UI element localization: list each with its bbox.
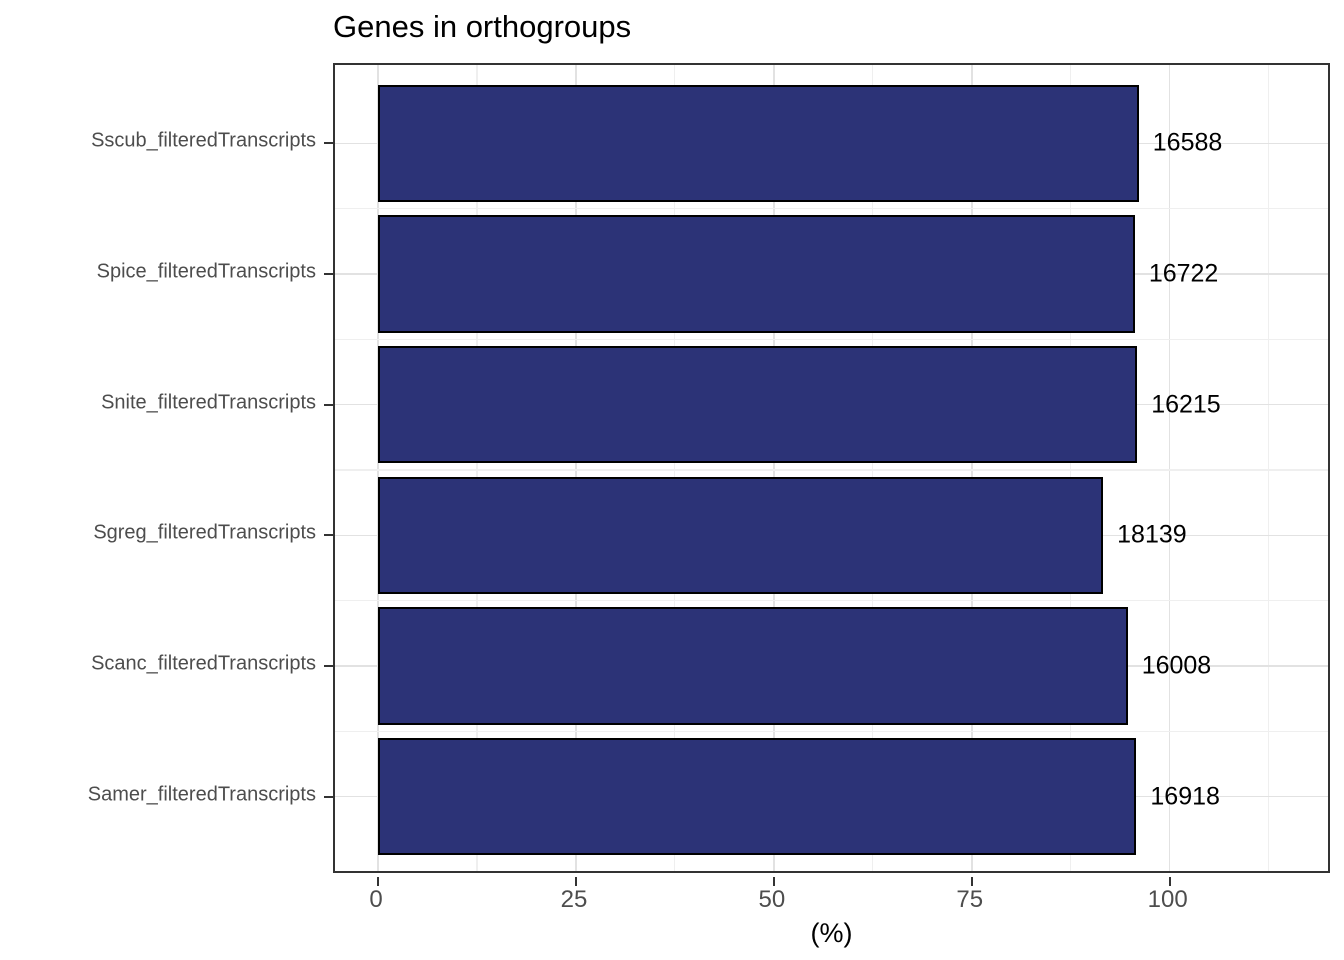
x-tick-label-0: 0 (369, 886, 383, 913)
bar-Sscub_filteredTranscripts (378, 84, 1139, 203)
x-axis-tick (377, 877, 380, 886)
y-tick-label-Samer_filteredTranscripts: Samer_filteredTranscripts (87, 783, 316, 806)
bar-value-label: 16588 (1152, 128, 1223, 157)
y-minor-gridline (335, 338, 1328, 340)
bar-value-label: 16722 (1148, 259, 1219, 288)
bar-Sgreg_filteredTranscripts (378, 476, 1104, 595)
bar-value-label: 16918 (1150, 782, 1220, 811)
y-tick-label-Scanc_filteredTranscripts: Scanc_filteredTranscripts (91, 652, 316, 675)
x-major-gridline (773, 65, 775, 871)
y-tick-label-Sgreg_filteredTranscripts: Sgreg_filteredTranscripts (93, 521, 316, 544)
bar-Spice_filteredTranscripts (378, 215, 1135, 333)
x-axis-tick (970, 877, 973, 886)
x-axis-title: (%) (810, 918, 853, 948)
plot-panel: 16588 16722 16215 18139 16008 16918 (324, 63, 1330, 886)
x-major-gridline (377, 65, 379, 871)
y-tick-label-Snite_filteredTranscripts: Snite_filteredTranscripts (101, 391, 316, 414)
y-minor-gridline (335, 208, 1328, 210)
x-tick-label-100: 100 (1147, 886, 1188, 913)
x-minor-gridline (1267, 65, 1270, 871)
y-minor-gridline (335, 469, 1328, 471)
x-minor-gridline (872, 65, 874, 871)
x-tick-label-25: 25 (560, 886, 588, 913)
bar-value-label: 18139 (1117, 520, 1187, 549)
y-axis-tick (324, 534, 333, 537)
y-minor-gridline (335, 730, 1328, 732)
bar-Snite_filteredTranscripts (378, 345, 1138, 464)
y-axis-tick (324, 273, 333, 276)
y-axis-tick (324, 664, 333, 667)
bar-value-label: 16008 (1141, 651, 1212, 680)
x-tick-label-50: 50 (758, 886, 786, 913)
x-major-gridline (1168, 65, 1171, 871)
y-axis-tick (324, 403, 333, 406)
x-axis-tick (772, 877, 775, 886)
x-minor-gridline (674, 65, 676, 871)
x-axis-tick (574, 877, 577, 886)
bar-value-label: 16215 (1151, 390, 1221, 419)
x-axis-tick (1168, 877, 1171, 886)
x-major-gridline (970, 65, 973, 871)
y-tick-label-Spice_filteredTranscripts: Spice_filteredTranscripts (96, 260, 316, 283)
y-minor-gridline (335, 600, 1328, 602)
bar-Samer_filteredTranscripts (378, 737, 1137, 856)
y-axis-tick (324, 795, 333, 798)
chart-title: Genes in orthogroups (333, 9, 632, 44)
y-axis-tick (324, 142, 333, 145)
x-minor-gridline (1070, 65, 1072, 871)
x-major-gridline (575, 65, 577, 871)
x-tick-label-75: 75 (956, 886, 984, 913)
y-tick-label-Sscub_filteredTranscripts: Sscub_filteredTranscripts (91, 129, 316, 152)
bar-Scanc_filteredTranscripts (378, 607, 1128, 725)
x-minor-gridline (476, 65, 478, 871)
